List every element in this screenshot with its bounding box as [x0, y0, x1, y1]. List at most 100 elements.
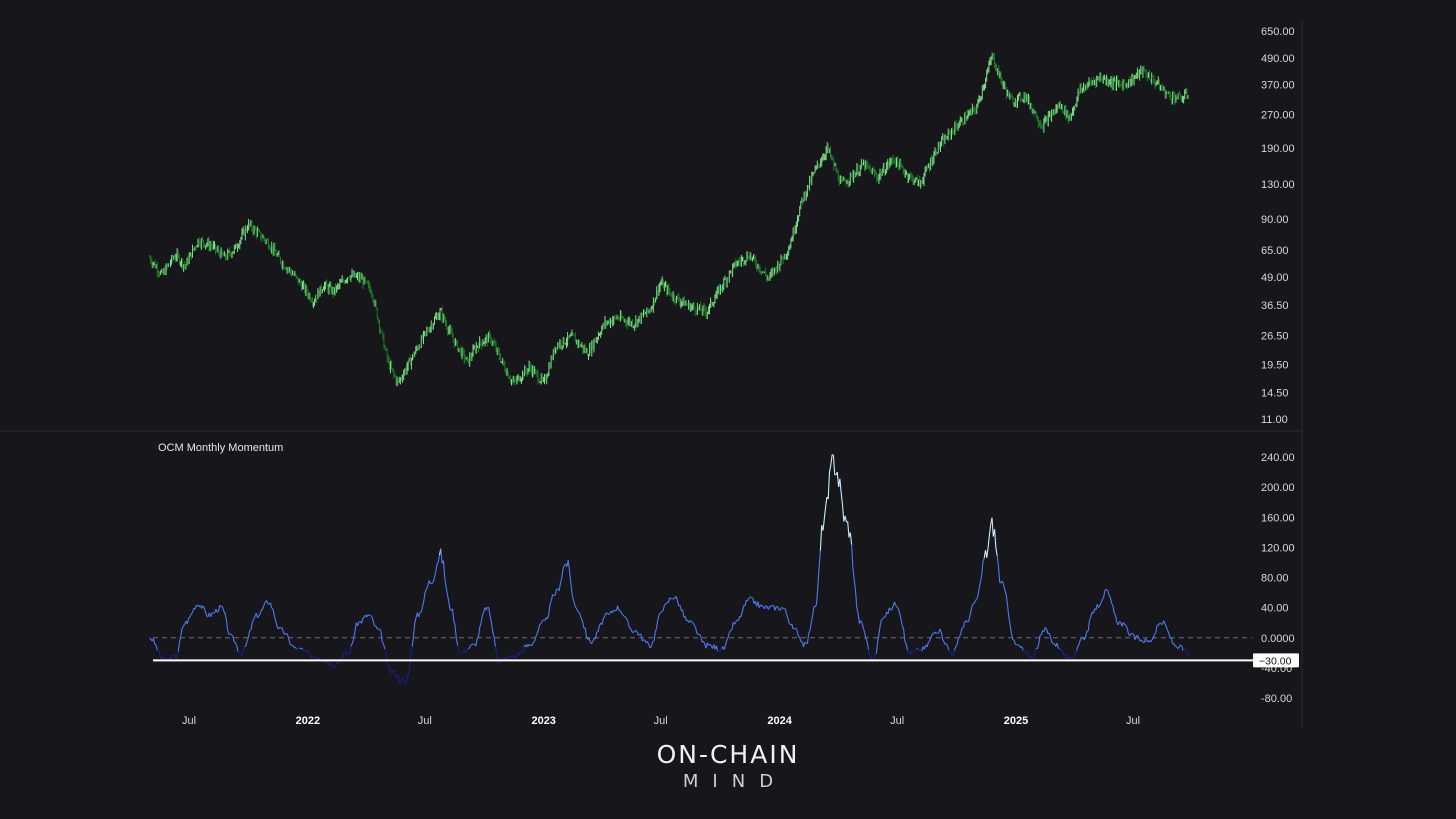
momentum-line-segment — [878, 625, 881, 635]
momentum-line-segment — [310, 655, 313, 659]
momentum-line-segment — [423, 591, 426, 601]
momentum-line-segment — [446, 593, 450, 601]
time-axis[interactable]: Jul 2022 Jul 2023 Jul 2024 Jul 2025 Jul — [182, 715, 1140, 727]
time-axis-label: Jul — [418, 715, 432, 727]
momentum-line-segment — [744, 599, 747, 607]
momentum-axis-tick: 240.00 — [1261, 452, 1295, 464]
momentum-line-segment — [667, 597, 671, 603]
momentum-line-segment — [601, 618, 604, 625]
momentum-line-segment — [1015, 643, 1017, 646]
time-axis-label: Jul — [182, 715, 196, 727]
momentum-line-segment — [857, 613, 860, 624]
momentum-line-segment — [1134, 635, 1137, 640]
momentum-line-segment — [958, 633, 962, 638]
momentum-line-segment — [761, 605, 764, 607]
momentum-line-segment — [606, 612, 609, 615]
momentum-line-segment — [1100, 599, 1104, 603]
momentum-line-segment — [384, 648, 387, 656]
momentum-line-segment — [696, 632, 699, 635]
momentum-line-segment — [982, 558, 985, 562]
momentum-line-segment — [284, 632, 287, 635]
brand-logo: ON-CHAIN MIND — [0, 740, 1456, 792]
momentum-line-segment — [673, 597, 676, 600]
momentum-line-segment — [234, 642, 238, 646]
momentum-line-segment — [905, 643, 909, 651]
momentum-line-segment — [994, 529, 997, 549]
momentum-line-segment — [654, 627, 658, 633]
price-axis-tick: 130.00 — [1261, 179, 1295, 191]
momentum-line-segment — [825, 497, 828, 507]
momentum-line-segment — [411, 635, 415, 647]
momentum-line-segment — [1090, 611, 1093, 618]
momentum-line-segment — [1098, 605, 1101, 608]
right-price-axis[interactable]: 650.00 490.00 370.00 270.00 190.00 130.00 90.0… — [1253, 20, 1303, 728]
momentum-line-segment — [867, 649, 871, 657]
momentum-line-segment — [1150, 639, 1153, 643]
momentum-line-segment — [357, 622, 360, 626]
price-axis-tick: 14.50 — [1261, 388, 1289, 400]
momentum-line-segment — [874, 653, 877, 656]
momentum-line-segment — [1083, 636, 1087, 641]
momentum-line-segment — [418, 612, 421, 618]
momentum-line-segment — [253, 616, 256, 620]
momentum-line-segment — [419, 611, 422, 613]
momentum-line-segment — [245, 641, 248, 647]
momentum-line-segment — [945, 643, 947, 645]
momentum-line-segment — [1164, 623, 1167, 627]
time-axis-label: 2024 — [767, 715, 792, 727]
momentum-line-segment — [815, 587, 819, 605]
momentum-line-segment — [979, 575, 983, 583]
momentum-line-segment — [463, 649, 467, 654]
momentum-line-segment — [250, 622, 253, 630]
momentum-line-segment — [734, 621, 737, 625]
momentum-line-segment — [383, 644, 386, 650]
momentum-line-segment — [302, 649, 305, 652]
momentum-line-segment — [997, 566, 1001, 583]
momentum-line-segment — [315, 657, 318, 660]
momentum-line-segment — [865, 638, 868, 642]
price-axis-tick: 270.00 — [1261, 110, 1295, 122]
momentum-line-segment — [832, 455, 836, 475]
momentum-line-segment — [875, 641, 879, 654]
momentum-line-segment — [995, 547, 998, 556]
price-axis-tick: 90.00 — [1261, 214, 1289, 226]
momentum-line-segment — [1141, 639, 1144, 643]
momentum-line-segment — [388, 664, 391, 670]
momentum-line-segment — [831, 454, 834, 456]
momentum-line-segment — [626, 618, 629, 622]
momentum-line-segment — [1048, 632, 1052, 637]
momentum-line-segment — [1125, 625, 1128, 629]
momentum-line-segment — [1010, 633, 1014, 640]
momentum-line-segment — [288, 638, 291, 645]
momentum-line-segment — [390, 671, 394, 674]
momentum-line-segment — [903, 628, 906, 642]
momentum-line-segment — [366, 614, 369, 618]
momentum-line-segment — [1163, 620, 1166, 624]
time-axis-label: 2023 — [531, 715, 555, 727]
momentum-line-segment — [1113, 613, 1116, 616]
price-axis-tick: 190.00 — [1261, 143, 1295, 155]
time-axis-label: Jul — [1126, 715, 1140, 727]
momentum-line-segment — [467, 647, 470, 650]
momentum-line-segment — [679, 604, 682, 611]
time-axis-label: 2025 — [1004, 715, 1028, 727]
momentum-line-segment — [1092, 608, 1096, 614]
momentum-line-segment — [371, 616, 374, 622]
momentum-line-segment — [181, 625, 184, 629]
momentum-line-segment — [788, 623, 791, 626]
momentum-line-segment — [634, 629, 637, 632]
momentum-line-segment — [1151, 637, 1154, 641]
time-axis-label: Jul — [654, 715, 668, 727]
momentum-line-segment — [973, 601, 976, 604]
momentum-line-segment — [285, 632, 288, 635]
momentum-line-segment — [477, 627, 481, 637]
momentum-line-segment — [480, 615, 483, 623]
momentum-line-segment — [414, 617, 417, 623]
momentum-line-segment — [813, 605, 816, 608]
momentum-line-segment — [308, 651, 312, 658]
momentum-line-segment — [1007, 605, 1010, 618]
momentum-line-segment — [900, 619, 903, 626]
momentum-line-segment — [726, 637, 729, 641]
momentum-line-segment — [708, 643, 711, 646]
momentum-line-segment — [476, 636, 479, 639]
